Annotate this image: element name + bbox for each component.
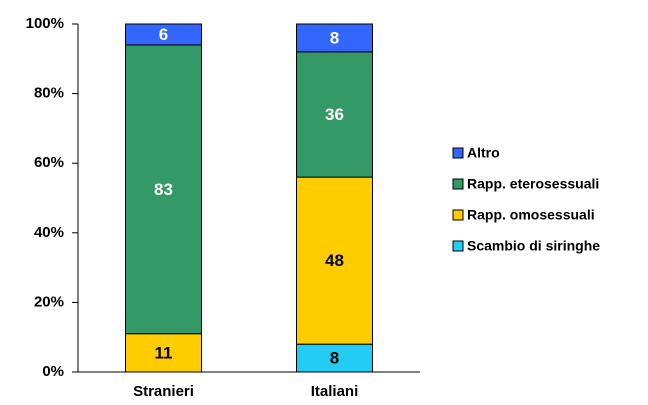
- value-label: 36: [325, 105, 344, 124]
- bar-segment: [125, 44, 202, 335]
- legend-label: Scambio di siringhe: [467, 238, 600, 254]
- value-label: 8: [330, 349, 339, 368]
- legend-label: Rapp. omosessuali: [467, 207, 595, 223]
- legend-label: Altro: [467, 145, 500, 161]
- legend-swatch: [452, 209, 464, 221]
- bar-segment: [296, 51, 373, 178]
- bar-segment: [296, 343, 373, 373]
- x-tick-label: Stranieri: [133, 383, 194, 400]
- value-label: 48: [325, 251, 344, 270]
- y-tick-label: 60%: [34, 154, 64, 171]
- y-tick-label: 100%: [26, 15, 64, 32]
- value-label: 83: [154, 180, 173, 199]
- legend-swatch: [452, 178, 464, 190]
- value-label: 11: [155, 343, 173, 362]
- bar-segment: [296, 23, 373, 53]
- legend-swatch: [452, 147, 464, 159]
- x-tick-label: Italiani: [311, 383, 359, 400]
- y-tick-label: 20%: [34, 293, 64, 310]
- legend-swatch: [452, 240, 464, 252]
- bar-segment: [125, 333, 202, 373]
- y-tick-label: 40%: [34, 224, 64, 241]
- value-label: 6: [159, 25, 168, 44]
- value-label: 8: [330, 28, 339, 47]
- legend-label: Rapp. eterosessuali: [467, 176, 599, 192]
- y-tick-label: 0%: [42, 363, 64, 380]
- bar-segment: [296, 176, 373, 345]
- bar-segment: [125, 23, 202, 46]
- y-tick-label: 80%: [34, 85, 64, 102]
